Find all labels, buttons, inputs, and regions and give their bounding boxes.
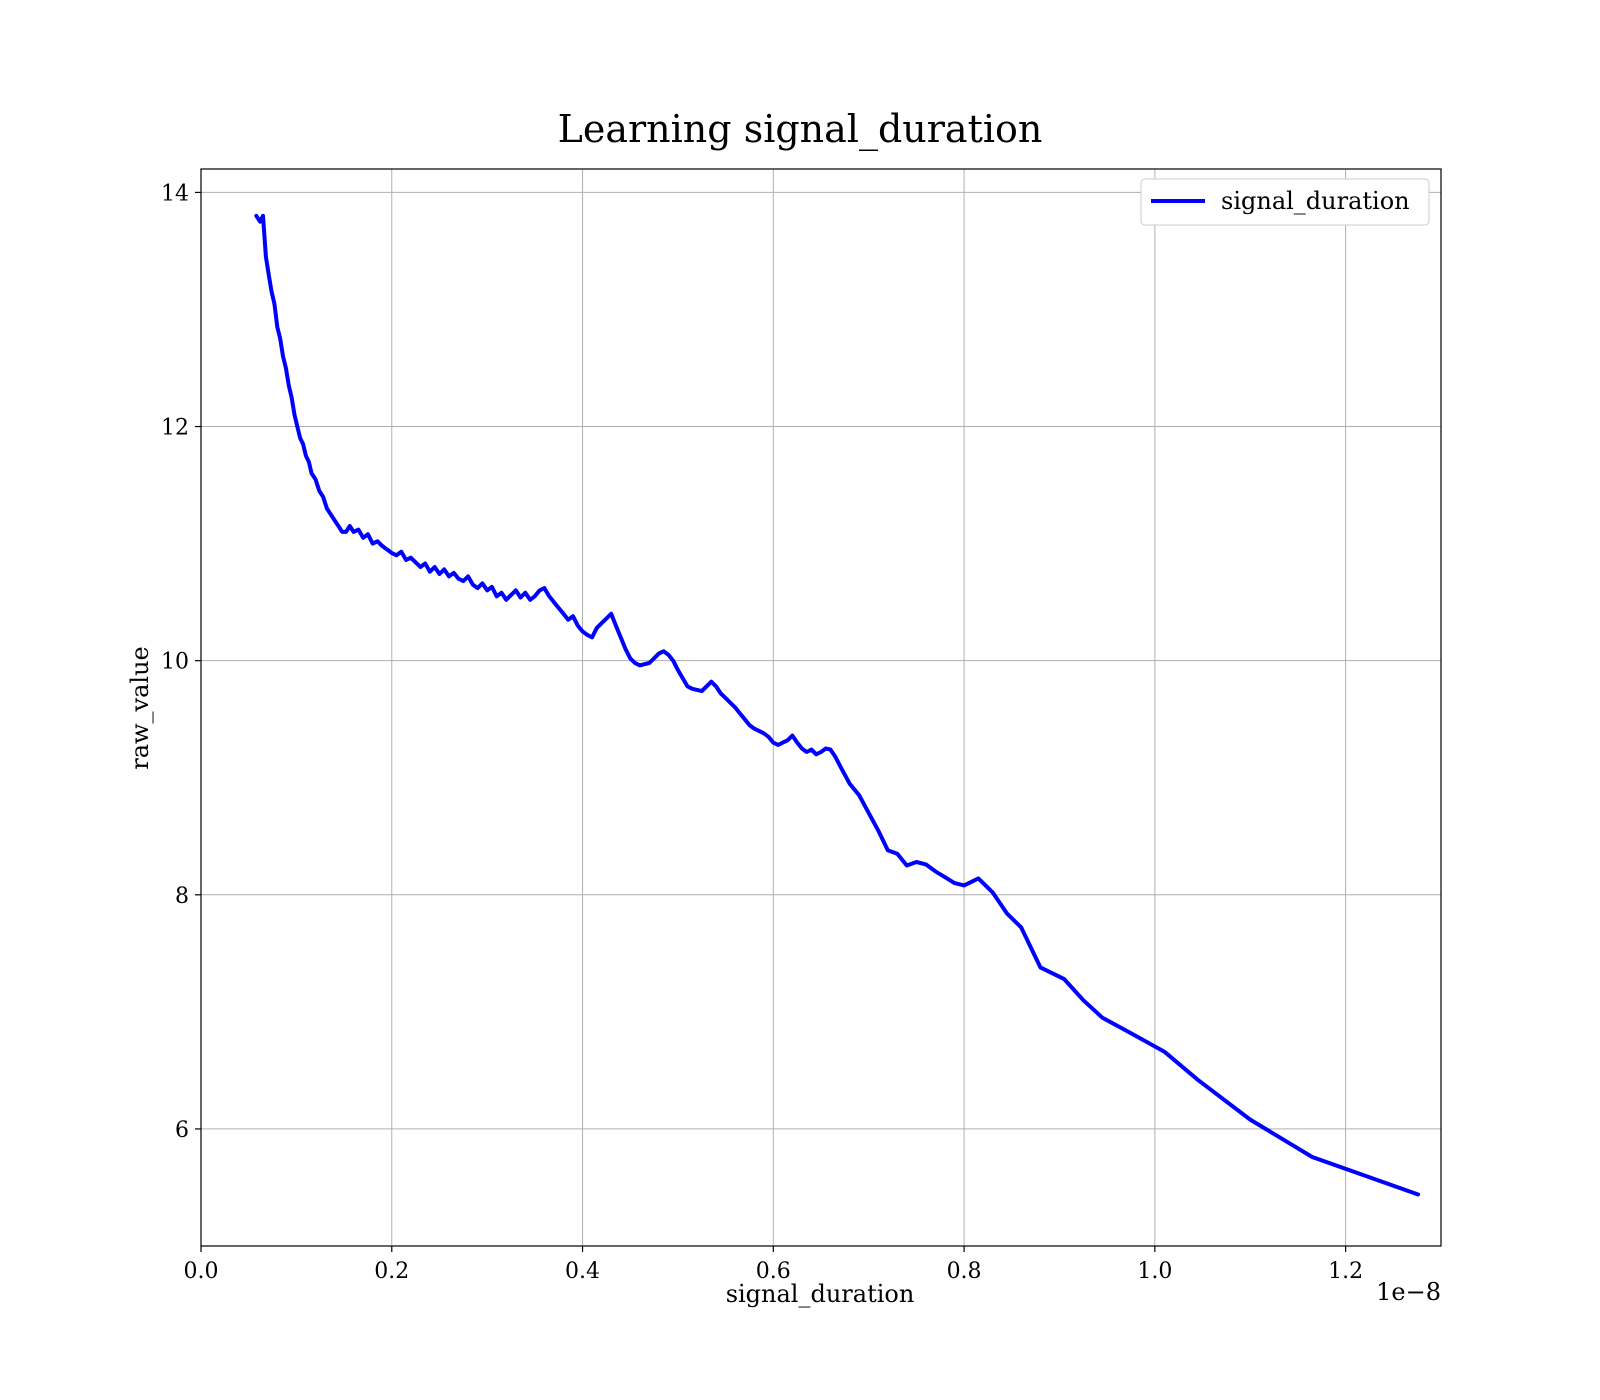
- x-axis: 0.0 0.2 0.4 0.6 0.8 1.0 1.2: [184, 1246, 1363, 1284]
- chart-title: Learning signal_duration: [558, 107, 1043, 152]
- y-axis: 6 8 10 12 14: [161, 181, 201, 1143]
- series-layer: [254, 213, 1421, 1197]
- x-tick-label: 0.4: [565, 1259, 600, 1284]
- x-tick-label: 0.2: [374, 1259, 409, 1284]
- y-tick-label: 12: [161, 416, 189, 441]
- y-tick-label: 10: [161, 650, 189, 675]
- x-tick-label: 1.0: [1137, 1259, 1172, 1284]
- y-axis-label: raw_value: [126, 646, 154, 770]
- x-axis-label: signal_duration: [726, 1280, 915, 1308]
- plot-area: [200, 168, 1442, 1247]
- plot-frame: [200, 168, 1442, 1247]
- x-tick-label: 0.0: [184, 1259, 219, 1284]
- legend-box: [1140, 178, 1430, 226]
- legend: signal_duration: [1140, 178, 1430, 226]
- x-tick-label: 0.6: [756, 1259, 791, 1284]
- x-axis-offset-text: 1e−8: [1376, 1278, 1441, 1306]
- y-tick-label: 6: [175, 1118, 189, 1143]
- x-tick-label: 0.8: [947, 1259, 982, 1284]
- plot-background: [201, 169, 1441, 1246]
- y-tick-label: 14: [161, 181, 189, 206]
- legend-label: signal_duration: [1221, 187, 1410, 215]
- series-line-signal-duration: [254, 213, 1421, 1197]
- y-tick-label: 8: [175, 884, 189, 909]
- x-tick-label: 1.2: [1328, 1259, 1363, 1284]
